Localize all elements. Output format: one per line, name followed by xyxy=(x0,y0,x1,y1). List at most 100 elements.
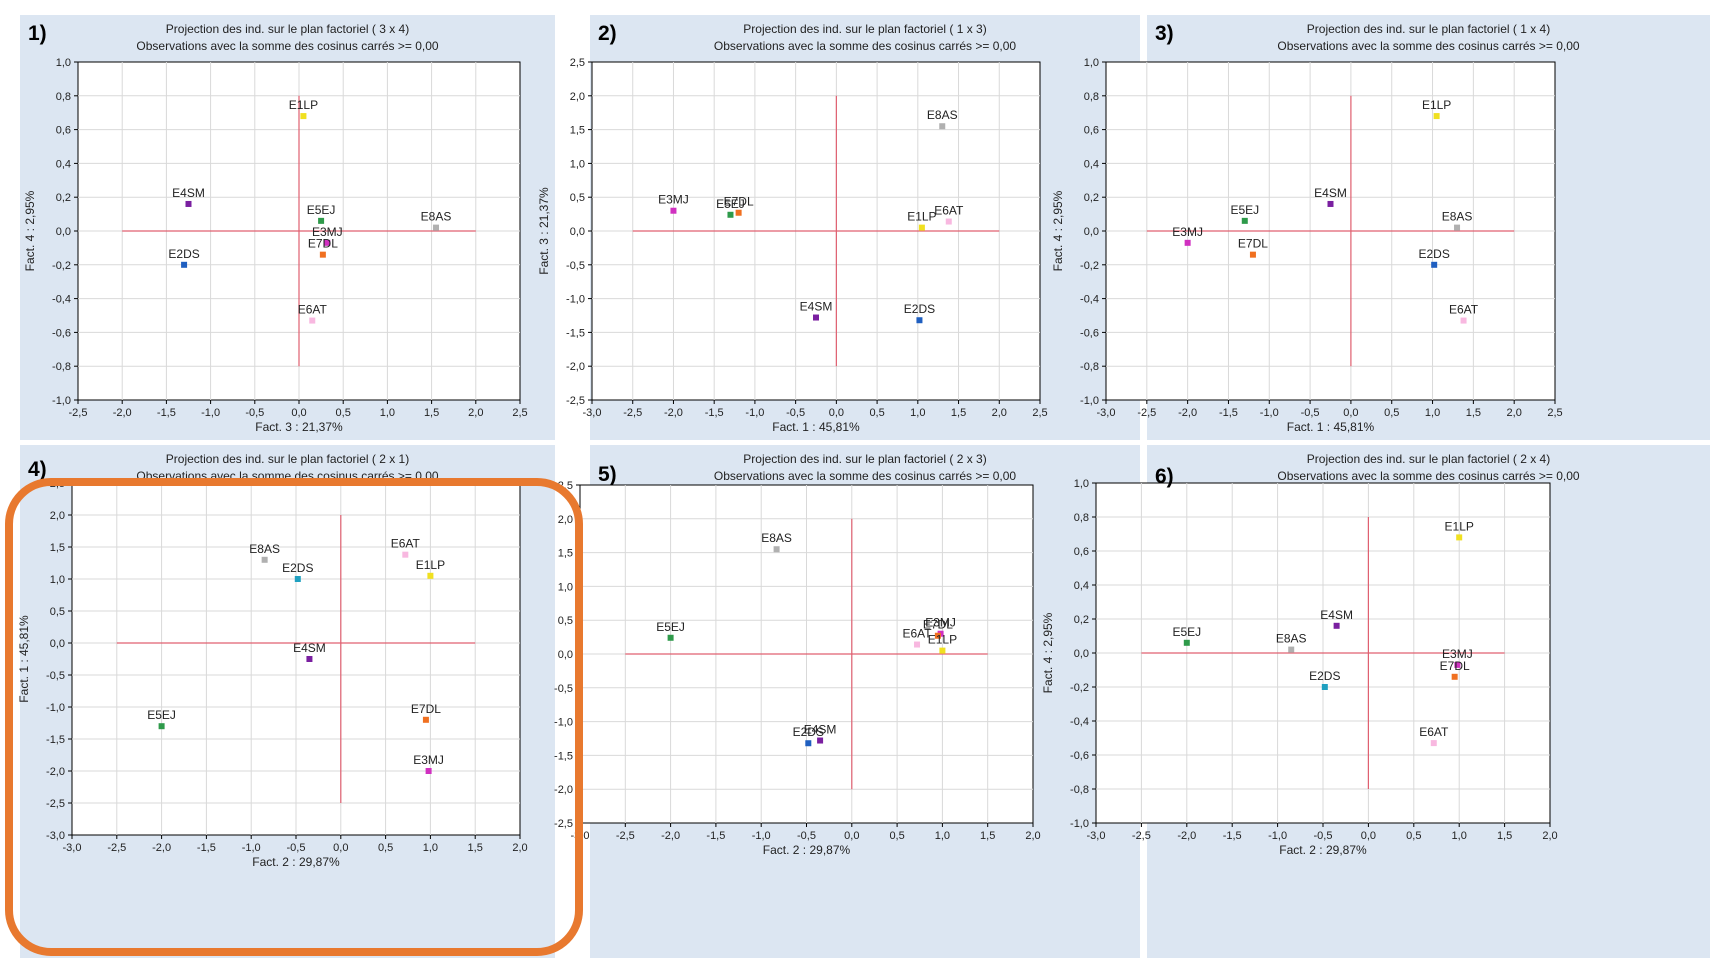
point-e2ds xyxy=(916,317,923,324)
x-tick-label: 0,0 xyxy=(1361,830,1376,842)
x-tick-label: 2,0 xyxy=(1025,830,1040,842)
y-tick-label: -2,5 xyxy=(554,818,573,830)
y-tick-label: -2,5 xyxy=(46,798,65,810)
chart-5: Projection des ind. sur le plan factorie… xyxy=(554,452,1041,857)
point-e1lp xyxy=(300,113,307,120)
y-tick-label: -1,5 xyxy=(46,734,65,746)
point-e6at xyxy=(309,317,316,324)
x-tick-label: -0,5 xyxy=(1314,830,1333,842)
point-label-e2ds: E2DS xyxy=(282,561,313,575)
y-tick-label: -0,6 xyxy=(1070,750,1089,762)
x-tick-label: -1,5 xyxy=(157,407,176,419)
y-tick-label: -0,2 xyxy=(52,260,71,272)
point-label-e8as: E8AS xyxy=(249,542,280,556)
chart-subtitle: Observations avec la somme des cosinus c… xyxy=(1277,469,1579,483)
x-tick-label: -2,5 xyxy=(623,407,642,419)
x-tick-label: 0,0 xyxy=(291,407,306,419)
y-tick-label: -1,0 xyxy=(1070,818,1089,830)
x-tick-label: -1,5 xyxy=(1223,830,1242,842)
point-e1lp xyxy=(427,572,434,579)
y-tick-label: -2,0 xyxy=(46,766,65,778)
y-tick-label: 0,0 xyxy=(1074,648,1089,660)
y-tick-label: 1,0 xyxy=(56,57,71,69)
x-tick-label: 1,0 xyxy=(1425,407,1440,419)
point-label-e5ej: E5EJ xyxy=(656,620,685,634)
point-label-e6at: E6AT xyxy=(298,303,328,317)
chart-subtitle: Observations avec la somme des cosinus c… xyxy=(1277,39,1579,53)
point-e1lp xyxy=(1433,113,1440,120)
point-label-e8as: E8AS xyxy=(1442,210,1473,224)
point-label-e3mj: E3MJ xyxy=(413,753,444,767)
point-label-e4sm: E4SM xyxy=(804,723,837,737)
point-e5ej xyxy=(667,634,674,641)
x-tick-label: -2,0 xyxy=(664,407,683,419)
point-label-e3mj: E3MJ xyxy=(1172,225,1203,239)
point-label-e6at: E6AT xyxy=(391,537,421,551)
point-label-e7dl: E7DL xyxy=(308,237,338,251)
x-tick-label: -1,5 xyxy=(705,407,724,419)
point-label-e3mj: E3MJ xyxy=(925,616,956,630)
x-tick-label: 2,0 xyxy=(512,842,527,854)
chart-title: Projection des ind. sur le plan factorie… xyxy=(743,22,986,36)
y-tick-label: -1,0 xyxy=(1080,395,1099,407)
y-tick-label: -0,5 xyxy=(554,683,573,695)
point-e8as xyxy=(939,123,946,130)
x-tick-label: -0,5 xyxy=(797,830,816,842)
x-tick-label: 2,0 xyxy=(1507,407,1522,419)
y-axis-label: Fact. 4 : 2,95% xyxy=(1041,612,1055,693)
y-tick-label: -1,0 xyxy=(566,294,585,306)
y-tick-label: -1,5 xyxy=(554,750,573,762)
y-axis-label: Fact. 3 : 21,37% xyxy=(537,187,551,275)
y-tick-label: 0,0 xyxy=(570,226,585,238)
x-tick-label: 1,5 xyxy=(1466,407,1481,419)
y-tick-label: -0,8 xyxy=(52,361,71,373)
point-label-e5ej: E5EJ xyxy=(716,197,745,211)
x-tick-label: -0,5 xyxy=(786,407,805,419)
panel-number-1: 1) xyxy=(28,22,47,45)
highlight-frame xyxy=(5,478,583,956)
panel-number-3: 3) xyxy=(1155,22,1174,45)
point-label-e7dl: E7DL xyxy=(1238,237,1268,251)
x-tick-label: 0,5 xyxy=(378,842,393,854)
point-label-e1lp: E1LP xyxy=(907,210,936,224)
point-label-e4sm: E4SM xyxy=(800,300,833,314)
point-e6at xyxy=(945,218,952,225)
x-tick-label: -1,0 xyxy=(1268,830,1287,842)
x-tick-label: -3,0 xyxy=(583,407,602,419)
y-tick-label: 1,0 xyxy=(50,574,65,586)
y-axis-label: Fact. 4 : 2,95% xyxy=(23,190,37,271)
x-tick-label: -1,0 xyxy=(752,830,771,842)
y-tick-label: 0,0 xyxy=(558,649,573,661)
chart-subtitle: Observations avec la somme des cosinus c… xyxy=(136,39,438,53)
x-tick-label: 1,0 xyxy=(910,407,925,419)
point-e4sm xyxy=(817,737,824,744)
x-tick-label: -0,5 xyxy=(1301,407,1320,419)
x-tick-label: 2,0 xyxy=(992,407,1007,419)
y-tick-label: -0,4 xyxy=(1080,294,1099,306)
y-tick-label: -0,4 xyxy=(1070,716,1089,728)
y-tick-label: 0,0 xyxy=(56,226,71,238)
point-label-e4sm: E4SM xyxy=(172,186,205,200)
point-label-e2ds: E2DS xyxy=(793,725,824,739)
x-tick-label: -1,5 xyxy=(1219,407,1238,419)
x-tick-label: -0,5 xyxy=(245,407,264,419)
chart-subtitle: Observations avec la somme des cosinus c… xyxy=(714,39,1016,53)
x-tick-label: -2,5 xyxy=(1132,830,1151,842)
x-tick-label: -1,0 xyxy=(745,407,764,419)
point-label-e7dl: E7DL xyxy=(724,195,754,209)
panel-number-4: 4) xyxy=(28,458,47,481)
y-tick-label: -1,0 xyxy=(554,717,573,729)
chart-1: Projection des ind. sur le plan factorie… xyxy=(23,22,528,434)
point-e4sm xyxy=(813,314,819,321)
point-label-e4sm: E4SM xyxy=(293,641,326,655)
x-axis-label: Fact. 2 : 29,87% xyxy=(763,843,851,857)
point-label-e8as: E8AS xyxy=(927,108,958,122)
panel-number-2: 2) xyxy=(598,22,617,45)
x-tick-label: -2,5 xyxy=(107,842,126,854)
point-e2ds xyxy=(181,261,188,268)
point-label-e3mj: E3MJ xyxy=(312,225,343,239)
y-tick-label: 0,8 xyxy=(56,91,71,103)
point-e4sm xyxy=(1333,622,1340,629)
